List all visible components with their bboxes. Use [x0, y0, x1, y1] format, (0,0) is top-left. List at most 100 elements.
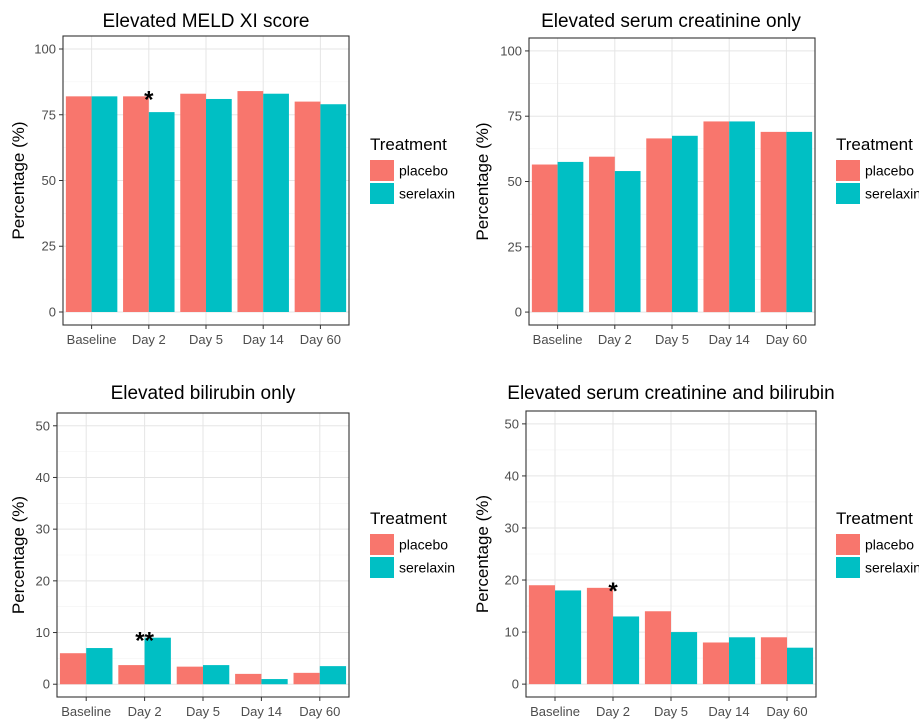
bar-serelaxin-day-2 — [148, 112, 175, 312]
legend-label: placebo — [399, 537, 448, 553]
bar-serelaxin-day-5 — [671, 632, 698, 685]
x-tick-label: Baseline — [67, 332, 117, 347]
x-tick-label: Day 5 — [189, 332, 223, 347]
bar-placebo-day-2 — [586, 587, 613, 685]
y-tick-label: 0 — [512, 677, 519, 692]
legend-label: serelaxin — [865, 186, 919, 202]
x-tick-label: Baseline — [533, 332, 583, 347]
bar-serelaxin-baseline — [91, 96, 118, 312]
bar-serelaxin-day-14 — [729, 121, 755, 313]
x-tick-label: Baseline — [530, 704, 580, 719]
legend: Treatment placebo serelaxin — [836, 509, 919, 578]
legend-label: serelaxin — [865, 560, 919, 576]
legend-key-serelaxin — [370, 557, 394, 578]
x-tick-label: Day 14 — [708, 704, 749, 719]
bar-serelaxin-day-14 — [729, 637, 756, 685]
y-axis-label: Percentage (%) — [9, 121, 28, 239]
legend-key-placebo — [836, 160, 860, 181]
bar-serelaxin-day-60 — [320, 104, 347, 312]
bar-serelaxin-day-60 — [786, 131, 813, 313]
bar-placebo-day-14 — [235, 673, 262, 685]
y-tick-label: 30 — [36, 522, 50, 537]
bar-placebo-day-2 — [123, 96, 149, 312]
legend-label: serelaxin — [399, 186, 455, 202]
legend-key-serelaxin — [836, 557, 860, 578]
bar-serelaxin-baseline — [555, 590, 582, 685]
legend-key-serelaxin — [836, 183, 860, 204]
y-tick-label: 50 — [508, 174, 522, 189]
bar-serelaxin-day-5 — [203, 665, 230, 685]
significance-marker: * — [144, 86, 154, 113]
y-tick-label: 40 — [36, 470, 50, 485]
bar-placebo-day-2 — [589, 156, 615, 313]
chart-panel-3: 0 10 20 30 40 50 Baseline Day 2 Day 5 Day 14 Day 6… — [9, 383, 455, 719]
y-tick-label: 50 — [42, 173, 56, 188]
y-tick-label: 25 — [42, 239, 56, 254]
chart-panel-1: 0 25 50 75 100 Baseline Day 2 Day 5 Day 14 Day 60… — [9, 11, 455, 347]
legend-title: Treatment — [836, 135, 913, 154]
legend-title: Treatment — [370, 509, 447, 528]
x-tick-label: Day 2 — [598, 332, 632, 347]
bar-placebo-day-14 — [237, 91, 264, 312]
bar-placebo-day-60 — [760, 637, 787, 685]
legend-title: Treatment — [370, 135, 447, 154]
significance-marker: * — [608, 578, 618, 605]
bar-serelaxin-day-60 — [319, 666, 347, 685]
legend-key-placebo — [370, 534, 394, 555]
y-tick-label: 50 — [505, 416, 519, 431]
x-tick-label: Day 2 — [596, 704, 630, 719]
legend: Treatment placebo serelaxin — [370, 509, 455, 578]
y-tick-label: 10 — [36, 625, 50, 640]
legend-key-placebo — [836, 534, 860, 555]
legend-label: placebo — [865, 163, 914, 179]
legend-key-serelaxin — [370, 183, 394, 204]
y-tick-label: 20 — [505, 573, 519, 588]
y-axis-label: Percentage (%) — [9, 496, 28, 614]
y-tick-label: 25 — [508, 239, 522, 254]
x-tick-label: Day 14 — [243, 332, 284, 347]
chart-panel-2: 0 25 50 75 100 Baseline Day 2 Day 5 Day 14 Day 60… — [473, 11, 919, 347]
bar-placebo-day-2 — [118, 665, 145, 685]
bar-placebo-day-60 — [293, 672, 320, 685]
y-tick-label: 20 — [36, 573, 50, 588]
bar-placebo-baseline — [65, 96, 92, 312]
y-tick-label: 100 — [500, 43, 522, 58]
significance-marker: ** — [135, 628, 154, 655]
chart-title: Elevated bilirubin only — [111, 383, 296, 404]
bar-serelaxin-day-5 — [206, 98, 232, 312]
bar-serelaxin-day-2 — [144, 637, 171, 685]
bar-serelaxin-day-5 — [672, 135, 698, 313]
x-tick-label: Day 5 — [654, 704, 688, 719]
chart-title: Elevated serum creatinine and bilirubin — [507, 383, 834, 404]
bar-serelaxin-day-14 — [261, 679, 288, 685]
bar-placebo-day-5 — [646, 138, 672, 313]
legend: Treatment placebo serelaxin — [370, 135, 455, 204]
x-tick-label: Day 14 — [241, 704, 282, 719]
y-tick-label: 50 — [36, 418, 50, 433]
chart-title: Elevated MELD XI score — [103, 11, 310, 32]
bar-serelaxin-day-2 — [613, 616, 640, 685]
bar-placebo-baseline — [531, 164, 558, 313]
legend-key-placebo — [370, 160, 394, 181]
bar-placebo-baseline — [528, 585, 555, 685]
bar-placebo-day-5 — [176, 666, 203, 685]
bar-serelaxin-baseline — [557, 161, 584, 313]
bar-placebo-day-60 — [760, 131, 787, 313]
x-tick-label: Day 2 — [132, 332, 166, 347]
x-tick-label: Baseline — [61, 704, 111, 719]
y-tick-label: 0 — [49, 304, 56, 319]
legend-label: placebo — [865, 537, 914, 553]
x-tick-label: Day 60 — [300, 332, 341, 347]
bar-placebo-day-5 — [644, 611, 671, 685]
bar-serelaxin-baseline — [86, 648, 113, 685]
y-tick-label: 0 — [515, 305, 522, 320]
bar-serelaxin-day-60 — [787, 647, 814, 685]
bar-placebo-day-60 — [294, 101, 321, 312]
y-axis-label: Percentage (%) — [473, 122, 492, 240]
chart-panel-4: 0 10 20 30 40 50 Baseline Day 2 Day 5 Day 14 Day 6… — [473, 383, 919, 719]
bar-placebo-day-5 — [180, 93, 206, 312]
x-tick-label: Day 60 — [766, 332, 807, 347]
y-tick-label: 10 — [505, 625, 519, 640]
bar-serelaxin-day-2 — [614, 171, 641, 313]
